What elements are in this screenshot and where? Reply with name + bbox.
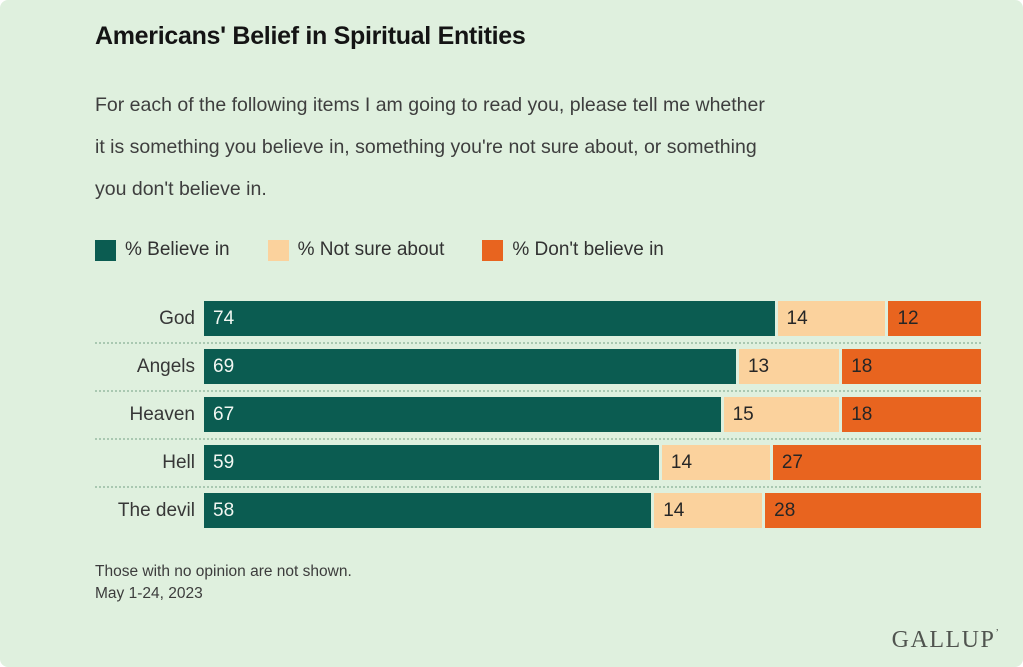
bar-segment: 12 [888,301,981,336]
category-label: The devil [117,499,195,521]
bar-segment: 14 [777,301,886,336]
bar-value-label: 12 [897,307,919,329]
bar-value-label: 14 [786,307,808,329]
gallup-trademark-mark: ’ [995,627,999,639]
legend-swatch-icon [95,239,116,261]
chart-title: Americans' Belief in Spiritual Entities [95,22,526,50]
category-label: God [159,307,195,329]
bar-track: 59 14 27 [204,445,981,480]
category-label: Angels [136,355,195,377]
bar-track: 67 15 18 [204,397,981,432]
bar-segment: 58 [204,493,652,528]
bar-value-label: 69 [213,355,235,377]
bar-value-label: 18 [851,403,873,425]
bar-segment: 67 [204,397,721,432]
bar-value-label: 27 [781,451,803,473]
legend-label: % Believe in [125,239,230,260]
row-separator [95,336,981,349]
bar-value-label: 14 [670,451,693,473]
chart-row: Hell 59 14 27 [95,445,981,480]
category-label: Hell [162,451,195,473]
dotted-divider [95,485,981,488]
legend-label: % Not sure about [297,239,445,260]
subtitle-line: it is something you believe in, somethin… [95,136,757,158]
legend-swatch-icon [482,239,504,261]
legend-swatch-icon [267,239,289,261]
bar-value-label: 15 [732,403,754,425]
chart-legend: % Believe in % Not sure about % Don't beli… [95,238,981,262]
stacked-bar-chart: God 74 14 12 Angels 69 13 18 Heaven 67 15 18 Hell 59 1… [95,301,981,528]
bar-value-label: 58 [213,499,235,521]
bar-track: 69 13 18 [204,349,981,384]
bar-segment: 15 [723,397,840,432]
bar-segment: 14 [654,493,763,528]
chart-row: Heaven 67 15 18 [95,397,981,432]
legend-item: % Believe in [95,239,230,261]
bar-value-label: 28 [774,499,796,521]
bar-segment: 28 [765,493,981,528]
bar-segment: 18 [842,349,981,384]
bar-segment: 59 [204,445,659,480]
bar-segment: 18 [842,397,981,432]
footnote-date: May 1-24, 2023 [95,585,203,602]
category-label: Heaven [129,403,196,425]
row-separator [95,480,981,493]
row-separator [95,432,981,445]
bar-value-label: 13 [747,355,770,377]
bar-segment: 13 [738,349,840,384]
legend-item: % Don't believe in [482,239,664,261]
chart-subtitle: For each of the following items I am goi… [95,84,981,210]
bar-value-label: 59 [213,451,235,473]
bar-value-label: 67 [213,403,235,425]
bar-segment: 27 [772,445,981,480]
footnote-note: Those with no opinion are not shown. [95,563,352,580]
subtitle-line: you don't believe in. [95,178,267,200]
chart-row: The devil 58 14 28 [95,493,981,528]
footnote: Those with no opinion are not shown. May… [95,561,981,605]
bar-segment: 69 [204,349,736,384]
dotted-divider [95,341,981,344]
dotted-divider [95,437,981,440]
bar-segment: 14 [661,445,770,480]
gallup-wordmark: GALLUP [891,627,996,653]
gallup-logo: GALLUP’ [892,627,999,654]
legend-label: % Don't believe in [512,239,664,260]
chart-row: God 74 14 12 [95,301,981,336]
bar-value-label: 14 [663,499,685,521]
bar-value-label: 74 [213,307,235,329]
row-separator [95,384,981,397]
chart-row: Angels 69 13 18 [95,349,981,384]
bar-track: 58 14 28 [204,493,981,528]
bar-value-label: 18 [851,355,873,377]
subtitle-line: For each of the following items I am goi… [95,94,765,116]
dotted-divider [95,389,981,392]
bar-segment: 74 [204,301,775,336]
bar-track: 74 14 12 [204,301,981,336]
legend-item: % Not sure about [267,239,445,261]
